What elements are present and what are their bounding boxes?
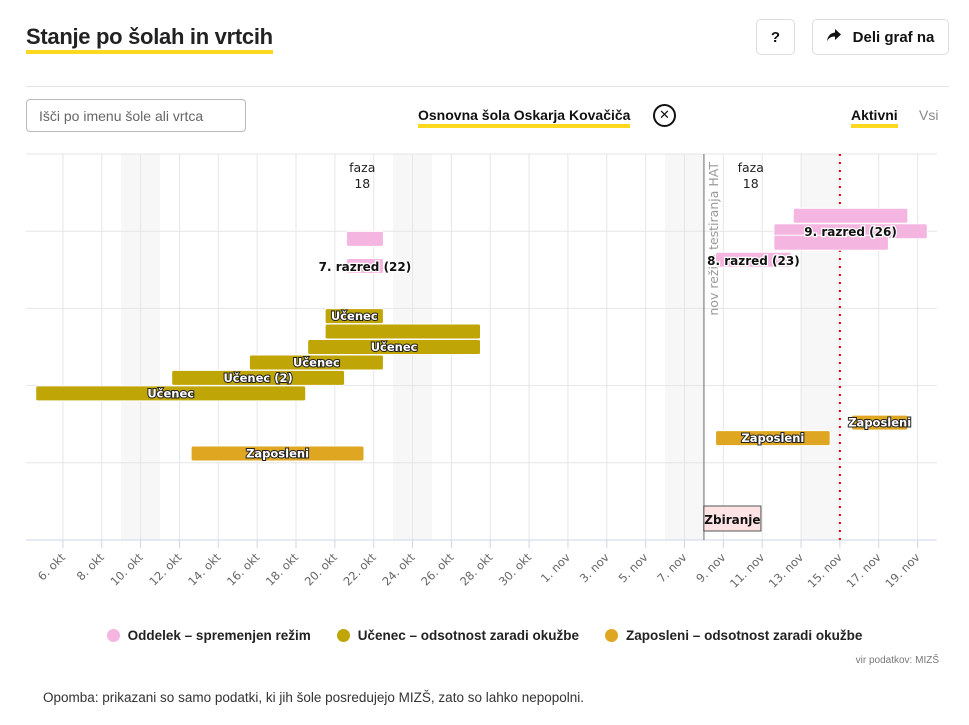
legend-item-oddelek[interactable]: Oddelek – spremenjen režim xyxy=(106,628,311,643)
legend-dot-ucenec xyxy=(336,629,350,642)
legend-dot-oddelek xyxy=(106,629,120,642)
bar-label: Učenec xyxy=(293,355,340,369)
bar-label: Učenec xyxy=(331,309,378,323)
bar-zaposleni xyxy=(851,414,909,431)
tick-label: 6. okt xyxy=(35,550,68,583)
phase-label: faza xyxy=(349,160,375,175)
legend-item-zaposleni[interactable]: Zaposleni – odsotnost zaradi okužbe xyxy=(605,628,862,643)
help-label: ? xyxy=(770,28,781,46)
tick-label: 19. nov xyxy=(882,550,922,590)
tick-label: 20. okt xyxy=(302,550,341,589)
bar-label: Zaposleni xyxy=(246,447,309,461)
bar-zaposleni xyxy=(715,430,831,447)
toggle-all[interactable]: Vsi xyxy=(919,107,939,123)
bars xyxy=(35,207,928,462)
bar-oddelek xyxy=(715,251,792,268)
tick-label: 22. okt xyxy=(341,550,380,589)
bar-oddelek xyxy=(346,257,384,274)
tick-label: 24. okt xyxy=(379,550,418,589)
tick-label: 12. okt xyxy=(146,550,185,589)
tick-label: 28. okt xyxy=(457,550,496,589)
legend-dot-zaposleni xyxy=(605,629,619,642)
share-button[interactable]: Deli graf na xyxy=(812,19,949,55)
selected-school-label: Osnovna šola Oskarja Kovačiča xyxy=(418,106,631,128)
bar-oddelek xyxy=(792,207,909,224)
tick-label: 13. nov xyxy=(766,550,806,590)
bar-label: 7. razred (22) xyxy=(319,260,412,274)
tick-label: 16. okt xyxy=(224,550,263,589)
timeline-chart: nov režim testiranja HAT faza18faza187. … xyxy=(26,153,937,591)
footnote: Opomba: prikazani so samo podatki, ki ji… xyxy=(43,690,585,705)
legend-label: Učenec – odsotnost zaradi okužbe xyxy=(357,628,580,643)
bar-ucenec xyxy=(324,323,482,340)
bar-label: 9. razred (26) xyxy=(804,225,897,239)
bar-label: 8. razred (23) xyxy=(707,254,800,268)
legend: Oddelek – spremenjen režim Učenec – odso… xyxy=(0,628,969,643)
tick-label: 17. nov xyxy=(843,550,883,590)
tick-label: 9. nov xyxy=(693,550,728,585)
page-title: Stanje po šolah in vrtcih xyxy=(26,24,273,54)
annotation-box xyxy=(703,505,762,532)
header-divider xyxy=(26,86,949,87)
bar-label: Učenec xyxy=(147,386,194,400)
tick-label: 11. nov xyxy=(727,550,767,590)
toggle-active[interactable]: Aktivni xyxy=(851,106,898,128)
tick-label: 26. okt xyxy=(418,550,457,589)
share-arrow-icon xyxy=(826,28,841,46)
phase-label: faza xyxy=(738,160,764,175)
share-label: Deli graf na xyxy=(852,28,935,46)
tick-label: 18. okt xyxy=(263,550,302,589)
x-axis: 6. okt 8. okt 10. okt 12. okt 14. okt 16. okt… xyxy=(35,540,923,591)
phase-number: 18 xyxy=(743,176,759,191)
tick-label: 7. nov xyxy=(654,550,689,585)
tick-label: 14. okt xyxy=(185,550,224,589)
tick-label: 10. okt xyxy=(107,550,146,589)
bar-label: Zaposleni xyxy=(848,416,911,430)
bar-ucenec xyxy=(35,385,307,402)
phase-number: 18 xyxy=(354,176,370,191)
clear-selection-button[interactable]: ✕ xyxy=(653,104,676,127)
close-icon: ✕ xyxy=(659,108,670,123)
bar-zaposleni xyxy=(190,445,365,462)
legend-label: Oddelek – spremenjen režim xyxy=(127,628,311,643)
bar-label: Učenec (2) xyxy=(223,371,292,385)
legend-label: Zaposleni – odsotnost zaradi okužbe xyxy=(626,628,863,643)
bar-ucenec xyxy=(307,339,482,355)
tick-label: 8. okt xyxy=(74,550,107,583)
bar-oddelek xyxy=(346,230,384,247)
tick-label: 3. nov xyxy=(577,550,612,585)
regime-change-label: nov režim testiranja HAT xyxy=(706,162,721,316)
data-source: vir podatkov: MIZŠ xyxy=(855,655,939,666)
bar-label: Učenec xyxy=(371,340,418,354)
search-input[interactable] xyxy=(26,99,246,132)
bar-oddelek xyxy=(773,234,889,251)
tick-label: 15. nov xyxy=(805,550,845,590)
legend-item-ucenec[interactable]: Učenec – odsotnost zaradi okužbe xyxy=(336,628,580,643)
help-button[interactable]: ? xyxy=(756,19,795,55)
tick-label: 5. nov xyxy=(616,550,651,585)
bar-label: Zaposleni xyxy=(741,431,804,445)
tick-label: 1. nov xyxy=(538,550,573,585)
annotation-label: Zbiranje xyxy=(704,513,760,527)
tick-label: 30. okt xyxy=(496,550,535,589)
